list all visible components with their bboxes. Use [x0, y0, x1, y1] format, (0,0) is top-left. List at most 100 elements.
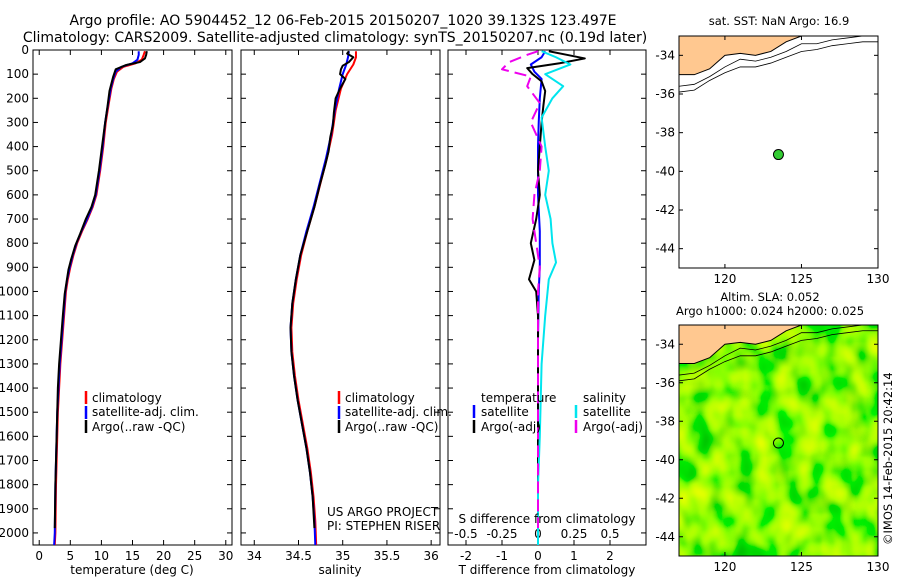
legend-header-salinity: salinity	[583, 391, 626, 405]
legend-label-climatology: climatology	[345, 391, 415, 405]
sst-map-axes: 120 125 130 -34 -36 -38 -40 -42 -44	[655, 36, 889, 286]
sla-field	[679, 325, 878, 556]
y-tick-label: 1000	[0, 284, 29, 298]
sst-map	[679, 36, 878, 268]
map-y-tick-label: -44	[655, 530, 675, 544]
x-tick-label: 0	[35, 549, 43, 563]
legend-label-t-argo: Argo(-adj)	[481, 420, 541, 434]
float-position-marker	[772, 437, 784, 449]
land-polygon	[679, 325, 878, 364]
isobath-200m	[679, 325, 878, 376]
legend-label-satellite: satellite-adj. clim.	[92, 405, 199, 419]
x-tick-label: 10	[94, 549, 109, 563]
temperature-legend: climatology satellite-adj. clim. Argo(..…	[84, 391, 199, 434]
map-y-tick-label: -36	[655, 376, 675, 390]
map-y-tick-label: -38	[655, 126, 675, 140]
series-line-satellite-adj-clim-	[289, 51, 350, 546]
y-tick-label: 1600	[0, 429, 29, 443]
x-tick-label: 15	[125, 549, 140, 563]
isobath-2000m	[679, 330, 878, 382]
y-tick-label: 800	[6, 236, 29, 250]
difference-legend: temperature salinity satellite Argo(-adj…	[472, 391, 643, 434]
legend-label-s-argo: Argo(-adj)	[583, 420, 643, 434]
legend-label-argo: Argo(..raw -QC)	[345, 420, 438, 434]
x-tick-label: 0	[534, 549, 542, 563]
legend-label-t-satellite: satellite	[481, 405, 529, 419]
map-y-tick-label: -34	[655, 48, 675, 62]
map-y-tick-label: -38	[655, 414, 675, 428]
x-tick-label: 34.5	[285, 549, 312, 563]
sla-map-axes: 120 125 130 -34 -36 -38 -40 -42 -44	[655, 325, 889, 574]
top-x-tick-label: -0.25	[486, 527, 517, 541]
y-tick-label: 0	[21, 43, 29, 57]
temperature-panel-frame	[32, 49, 233, 546]
credit-label: ©IMOS 14-Feb-2015 20:42:14	[881, 372, 895, 545]
map-y-tick-label: -40	[655, 453, 675, 467]
sla-map-title-line2: Argo h1000: 0.024 h2000: 0.025	[676, 304, 864, 318]
x-tick-label: 35.5	[374, 549, 401, 563]
y-tick-label: 200	[6, 91, 29, 105]
y-tick-label: 1500	[0, 405, 29, 419]
salinity-plot: 34 34.5 35 35.5 36	[241, 49, 440, 563]
series-line-s-argo-adj-	[501, 50, 543, 529]
x-tick-label: 30	[218, 549, 233, 563]
sst-map-title: sat. SST: NaN Argo: 16.9	[709, 14, 850, 28]
x-tick-label: 2	[606, 549, 614, 563]
map-x-tick-label: 120	[713, 560, 736, 574]
y-tick-label: 1900	[0, 502, 29, 516]
x-tick-label: 35	[335, 549, 350, 563]
x-tick-label: 36	[424, 549, 439, 563]
map-y-tick-label: -34	[655, 337, 675, 351]
series-line-s-satellite	[537, 50, 572, 545]
temperature-x-label: temperature (deg C)	[70, 563, 193, 577]
map-x-tick-label: 130	[867, 272, 890, 286]
x-tick-label: 25	[187, 549, 202, 563]
land-polygon	[679, 36, 878, 76]
series-line-satellite-adj-clim-	[53, 51, 140, 546]
map-y-tick-label: -36	[655, 87, 675, 101]
series-line-t-argo-adj-	[526, 50, 586, 529]
y-tick-label: 1800	[0, 478, 29, 492]
sst-map-frame	[678, 35, 879, 269]
y-tick-label: 600	[6, 188, 29, 202]
temperature-plot: 0 5 10 15 20 25 300100200300400500600700800900…	[0, 43, 233, 563]
top-x-tick-label: 0.25	[561, 527, 588, 541]
x-tick-label: 34	[247, 549, 262, 563]
x-tick-label: -2	[460, 549, 472, 563]
sst-coastline	[679, 36, 878, 93]
sla-coastline	[679, 325, 878, 382]
legend-label-satellite: satellite-adj. clim.	[345, 405, 452, 419]
y-tick-label: 500	[6, 164, 29, 178]
salinity-x-label: salinity	[318, 563, 361, 577]
float-position-marker	[772, 149, 784, 161]
x-tick-label: 5	[66, 549, 74, 563]
series-line-climatology	[290, 51, 357, 546]
isobath-200m	[679, 36, 878, 87]
y-tick-label: 900	[6, 260, 29, 274]
map-y-tick-label: -42	[655, 491, 675, 505]
salinity-panel-frame	[240, 49, 441, 546]
series-line-argo-raw-qc-	[289, 50, 355, 529]
series-line-argo-raw-qc-	[53, 51, 148, 529]
project-annotation: US ARGO PROJECT	[327, 505, 439, 519]
y-tick-label: 300	[6, 115, 29, 129]
y-tick-label: 700	[6, 212, 29, 226]
x-tick-label: -1	[496, 549, 508, 563]
top-x-tick-label: -0.5	[454, 527, 477, 541]
sla-map-title-line1: Altim. SLA: 0.052	[720, 290, 819, 304]
pi-annotation: PI: STEPHEN RISER	[327, 519, 440, 533]
chart-title-line1: Argo profile: AO 5904452_12 06-Feb-2015 …	[70, 13, 617, 29]
chart-title-line2: Climatology: CARS2009. Satellite-adjuste…	[23, 30, 647, 46]
y-tick-label: 1300	[0, 357, 29, 371]
y-tick-label: 2000	[0, 526, 29, 540]
legend-label-argo: Argo(..raw -QC)	[92, 420, 185, 434]
sla-map-frame	[678, 324, 879, 557]
y-tick-label: 1200	[0, 333, 29, 347]
series-line-climatology	[53, 50, 146, 546]
y-tick-label: 100	[6, 67, 29, 81]
y-tick-label: 400	[6, 140, 29, 154]
map-y-tick-label: -44	[655, 242, 675, 256]
y-tick-label: 1400	[0, 381, 29, 395]
top-x-tick-label: 0.5	[600, 527, 619, 541]
